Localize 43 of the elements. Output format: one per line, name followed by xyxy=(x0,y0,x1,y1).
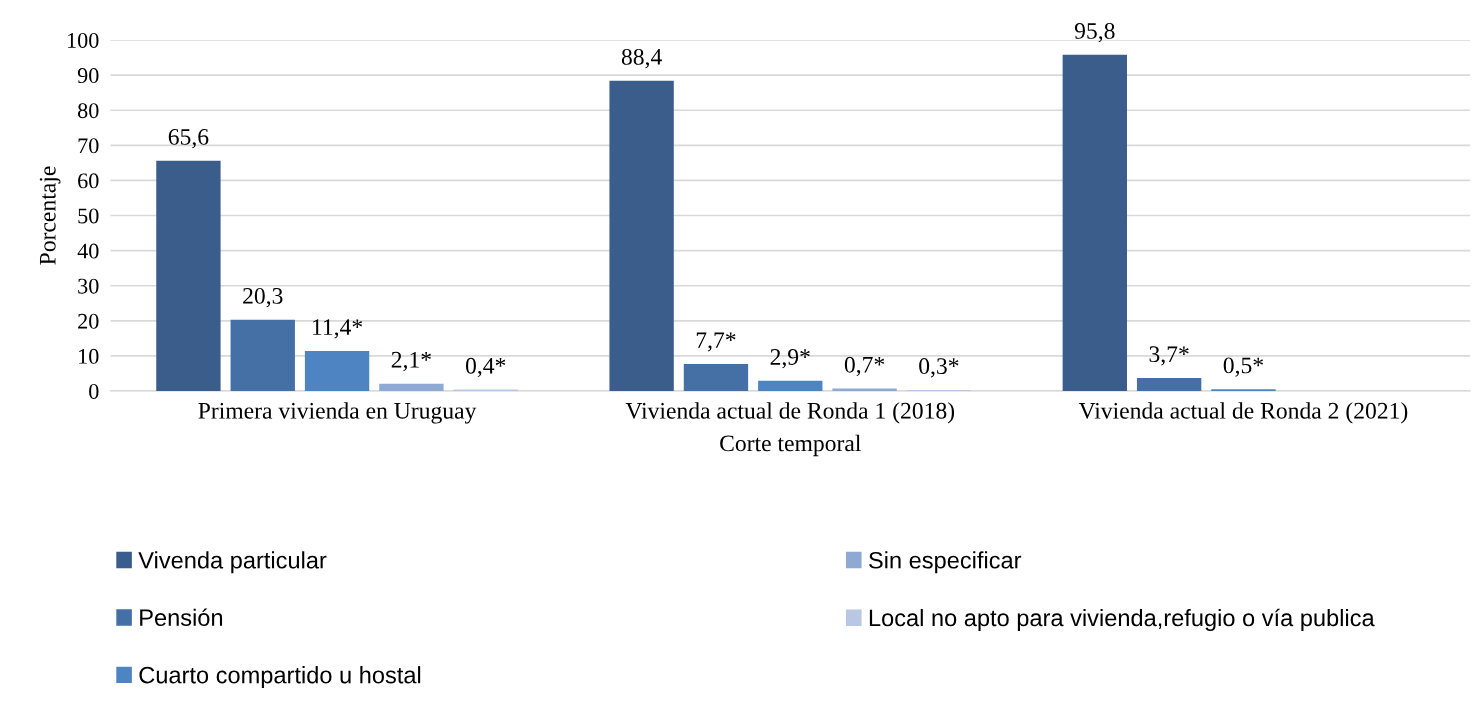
bar xyxy=(758,380,823,392)
y-tick-label: 70 xyxy=(78,138,99,154)
legend-label: Pensión xyxy=(140,608,223,627)
legend-label: Cuarto compartido u hostal xyxy=(139,666,421,689)
y-tick-label: 50 xyxy=(78,208,99,224)
data-label: 7,7* xyxy=(696,332,736,352)
y-axis-title: Porcentaje xyxy=(39,166,61,265)
x-tick-label: Primera vivienda en Uruguay xyxy=(198,402,477,424)
data-label: 95,8 xyxy=(1074,22,1115,43)
bar xyxy=(156,160,221,392)
bar xyxy=(230,319,295,392)
y-tick-label: 40 xyxy=(77,243,99,259)
data-label: 0,4* xyxy=(465,357,506,378)
data-label: 11,4* xyxy=(313,319,363,339)
bar xyxy=(1136,378,1202,392)
data-label: 0,3* xyxy=(919,358,959,378)
y-tick-label: 90 xyxy=(77,68,99,84)
y-tick-label: 0 xyxy=(89,383,99,399)
bar xyxy=(304,351,370,392)
bar xyxy=(379,383,444,392)
data-label: 20,3 xyxy=(243,287,283,308)
data-label: 0,7* xyxy=(844,356,885,377)
legend-label: Local no apto para vivienda,refugio o vía publica xyxy=(869,608,1375,631)
data-label: 0,5* xyxy=(1223,357,1263,377)
bar xyxy=(683,363,749,392)
y-tick-label: 80 xyxy=(77,103,99,119)
bar xyxy=(1062,54,1127,392)
legend-label: Sin especificar xyxy=(869,551,1022,574)
legend-label: Vivenda particular xyxy=(138,551,327,574)
data-label: 88,4 xyxy=(621,48,662,69)
data-label: 2,9* xyxy=(770,349,810,369)
data-label: 65,6 xyxy=(168,128,209,149)
y-tick-label: 100 xyxy=(67,32,99,48)
x-tick-label: Vivienda actual de Ronda 2 (2021) xyxy=(1078,402,1408,424)
data-label: 2,1* xyxy=(391,351,431,372)
bar xyxy=(609,80,674,392)
x-tick-label: Vivienda actual de Ronda 1 (2018) xyxy=(625,402,955,424)
y-tick-label: 60 xyxy=(78,173,99,189)
data-label: 3,7* xyxy=(1149,346,1189,366)
x-axis-title: Corte temporal xyxy=(720,434,861,457)
y-tick-label: 30 xyxy=(78,278,99,294)
y-tick-label: 20 xyxy=(78,313,99,329)
y-tick-label: 10 xyxy=(79,348,99,364)
